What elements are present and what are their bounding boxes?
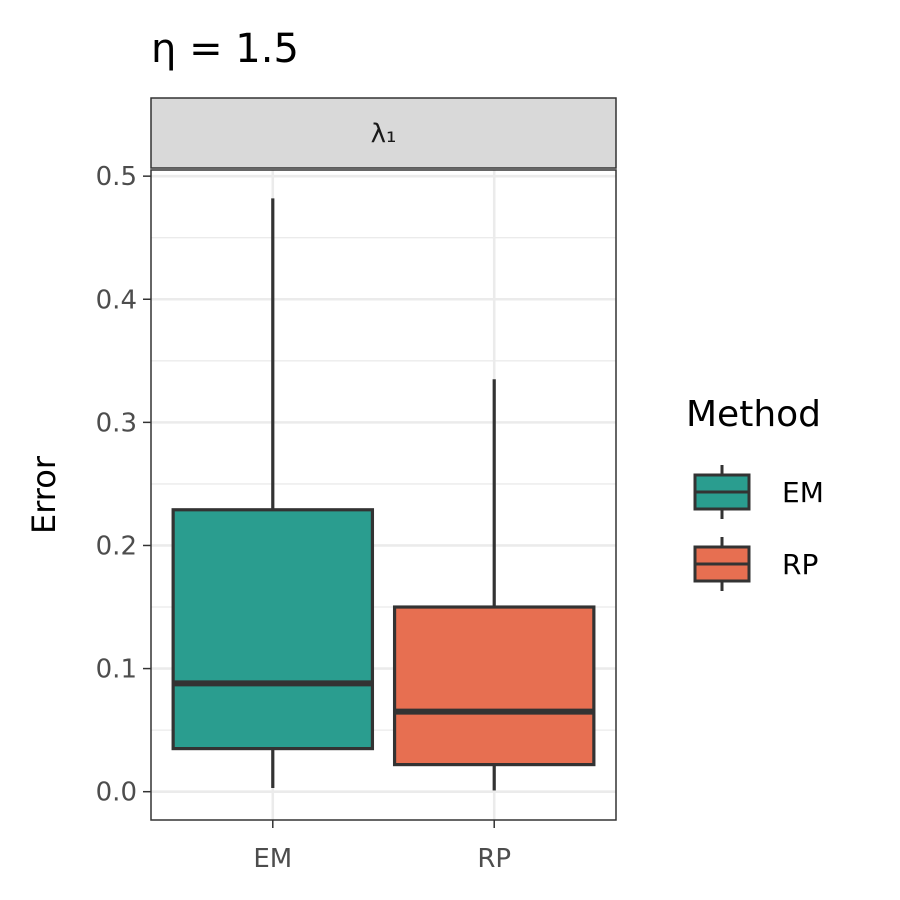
x-tick-label: RP xyxy=(477,844,511,874)
legend-item-em: EM xyxy=(693,465,824,519)
legend-title: Method xyxy=(686,394,821,435)
plot-title: η = 1.5 xyxy=(151,26,299,72)
facet-strip xyxy=(150,97,617,169)
y-tick-label: 0.0 xyxy=(96,778,137,808)
boxplots xyxy=(171,198,596,791)
x-axis: EM RP xyxy=(253,820,511,874)
legend-label: RP xyxy=(782,548,818,581)
legend-item-rp: RP xyxy=(693,537,818,591)
box-iqr xyxy=(171,508,375,751)
facet-strip-label: λ₁ xyxy=(371,119,397,149)
y-axis: 0.0 0.1 0.2 0.3 0.4 0.5 xyxy=(96,162,151,808)
boxplot-rp xyxy=(392,379,596,791)
y-tick-label: 0.4 xyxy=(96,285,137,315)
y-tick-label: 0.3 xyxy=(96,408,137,438)
boxplot-em xyxy=(171,198,375,788)
legend: EM RP xyxy=(693,465,824,591)
y-tick-label: 0.2 xyxy=(96,531,137,561)
y-axis-title: Error xyxy=(25,455,63,534)
y-tick-label: 0.5 xyxy=(96,162,137,192)
legend-label: EM xyxy=(782,476,824,509)
panel-border xyxy=(150,169,617,821)
x-tick-label: EM xyxy=(253,844,292,874)
box-iqr xyxy=(392,605,596,767)
y-tick-label: 0.1 xyxy=(96,655,137,685)
